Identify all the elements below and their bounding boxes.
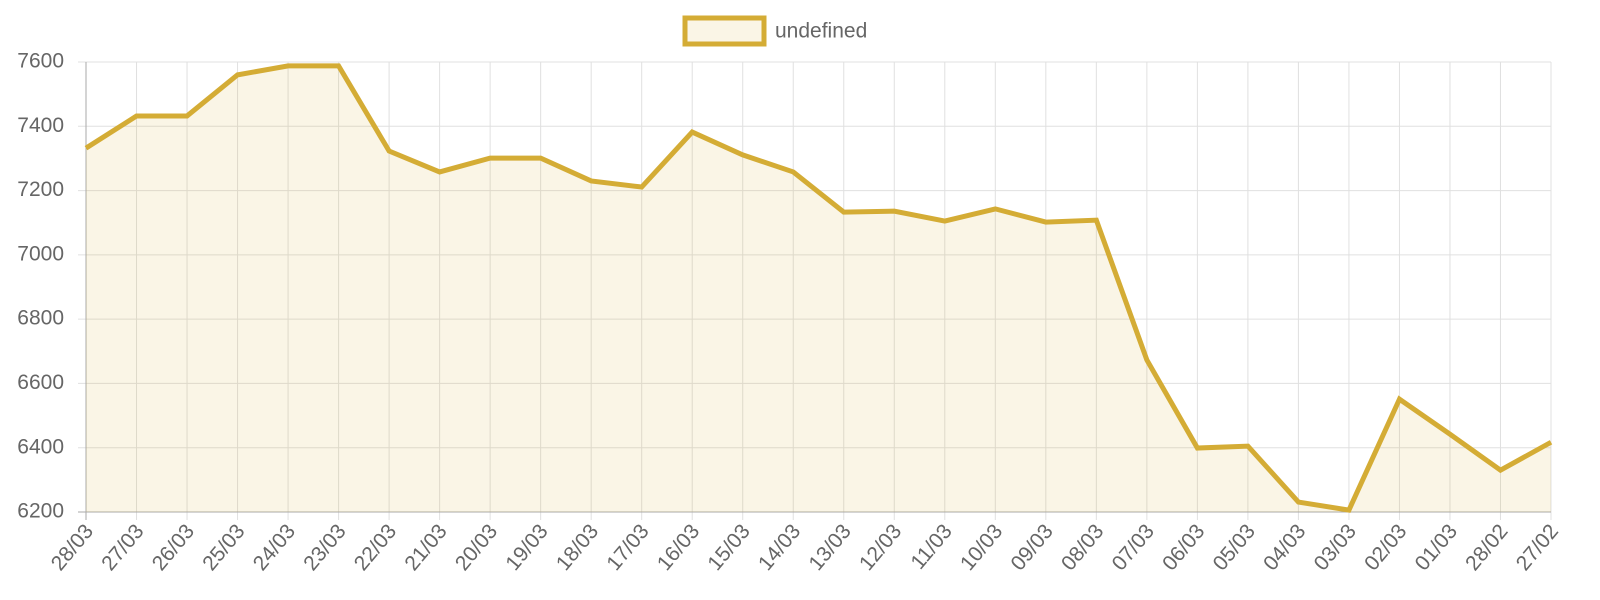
y-tick-label: 7600 (17, 50, 64, 73)
x-tick-label: 28/03 (47, 520, 98, 575)
x-tick-label: 19/03 (501, 520, 552, 575)
legend-swatch (682, 15, 767, 47)
x-tick-label: 08/03 (1057, 520, 1108, 575)
x-tick-label: 17/03 (602, 520, 653, 575)
y-tick-label: 6800 (17, 307, 64, 330)
x-tick-label: 09/03 (1007, 520, 1058, 575)
x-tick-label: 28/02 (1461, 520, 1512, 575)
x-tick-label: 18/03 (552, 520, 603, 575)
y-tick-label: 7400 (17, 114, 64, 137)
line (84, 63, 1553, 513)
y-tick-label: 6200 (17, 500, 64, 523)
legend-label: undefined (775, 20, 867, 43)
x-tick-label: 20/03 (451, 520, 502, 575)
x-tick-label: 21/03 (400, 520, 451, 575)
x-tick-label: 07/03 (1108, 520, 1159, 575)
x-tick-label: 22/03 (350, 520, 401, 575)
x-tick-label: 04/03 (1259, 520, 1310, 575)
y-tick-label: 6400 (17, 435, 64, 458)
x-tick-label: 01/03 (1411, 520, 1462, 575)
x-tick-label: 14/03 (754, 520, 805, 575)
x-tick-label: 13/03 (804, 520, 855, 575)
x-tick-label: 06/03 (1158, 520, 1209, 575)
y-tick-label: 7200 (17, 178, 64, 201)
y-tick-label: 7000 (17, 242, 64, 265)
x-tick-label: 11/03 (906, 520, 956, 574)
x-tick-label: 12/03 (855, 520, 906, 575)
area (86, 65, 1551, 512)
x-tick-label: 15/03 (703, 520, 754, 575)
x-tick-label: 27/02 (1512, 520, 1563, 575)
x-tick-label: 24/03 (249, 520, 300, 575)
x-tick-label: 25/03 (198, 520, 249, 575)
x-tick-label: 02/03 (1360, 520, 1411, 575)
x-tick-label: 26/03 (148, 520, 199, 575)
y-tick-label: 6600 (17, 371, 64, 394)
x-tick-label: 23/03 (299, 520, 350, 575)
x-tick-label: 16/03 (653, 520, 704, 575)
x-tick-label: 03/03 (1310, 520, 1361, 575)
x-tick-label: 05/03 (1209, 520, 1260, 575)
x-tick-label: 10/03 (956, 520, 1007, 575)
x-tick-label: 27/03 (97, 520, 148, 575)
